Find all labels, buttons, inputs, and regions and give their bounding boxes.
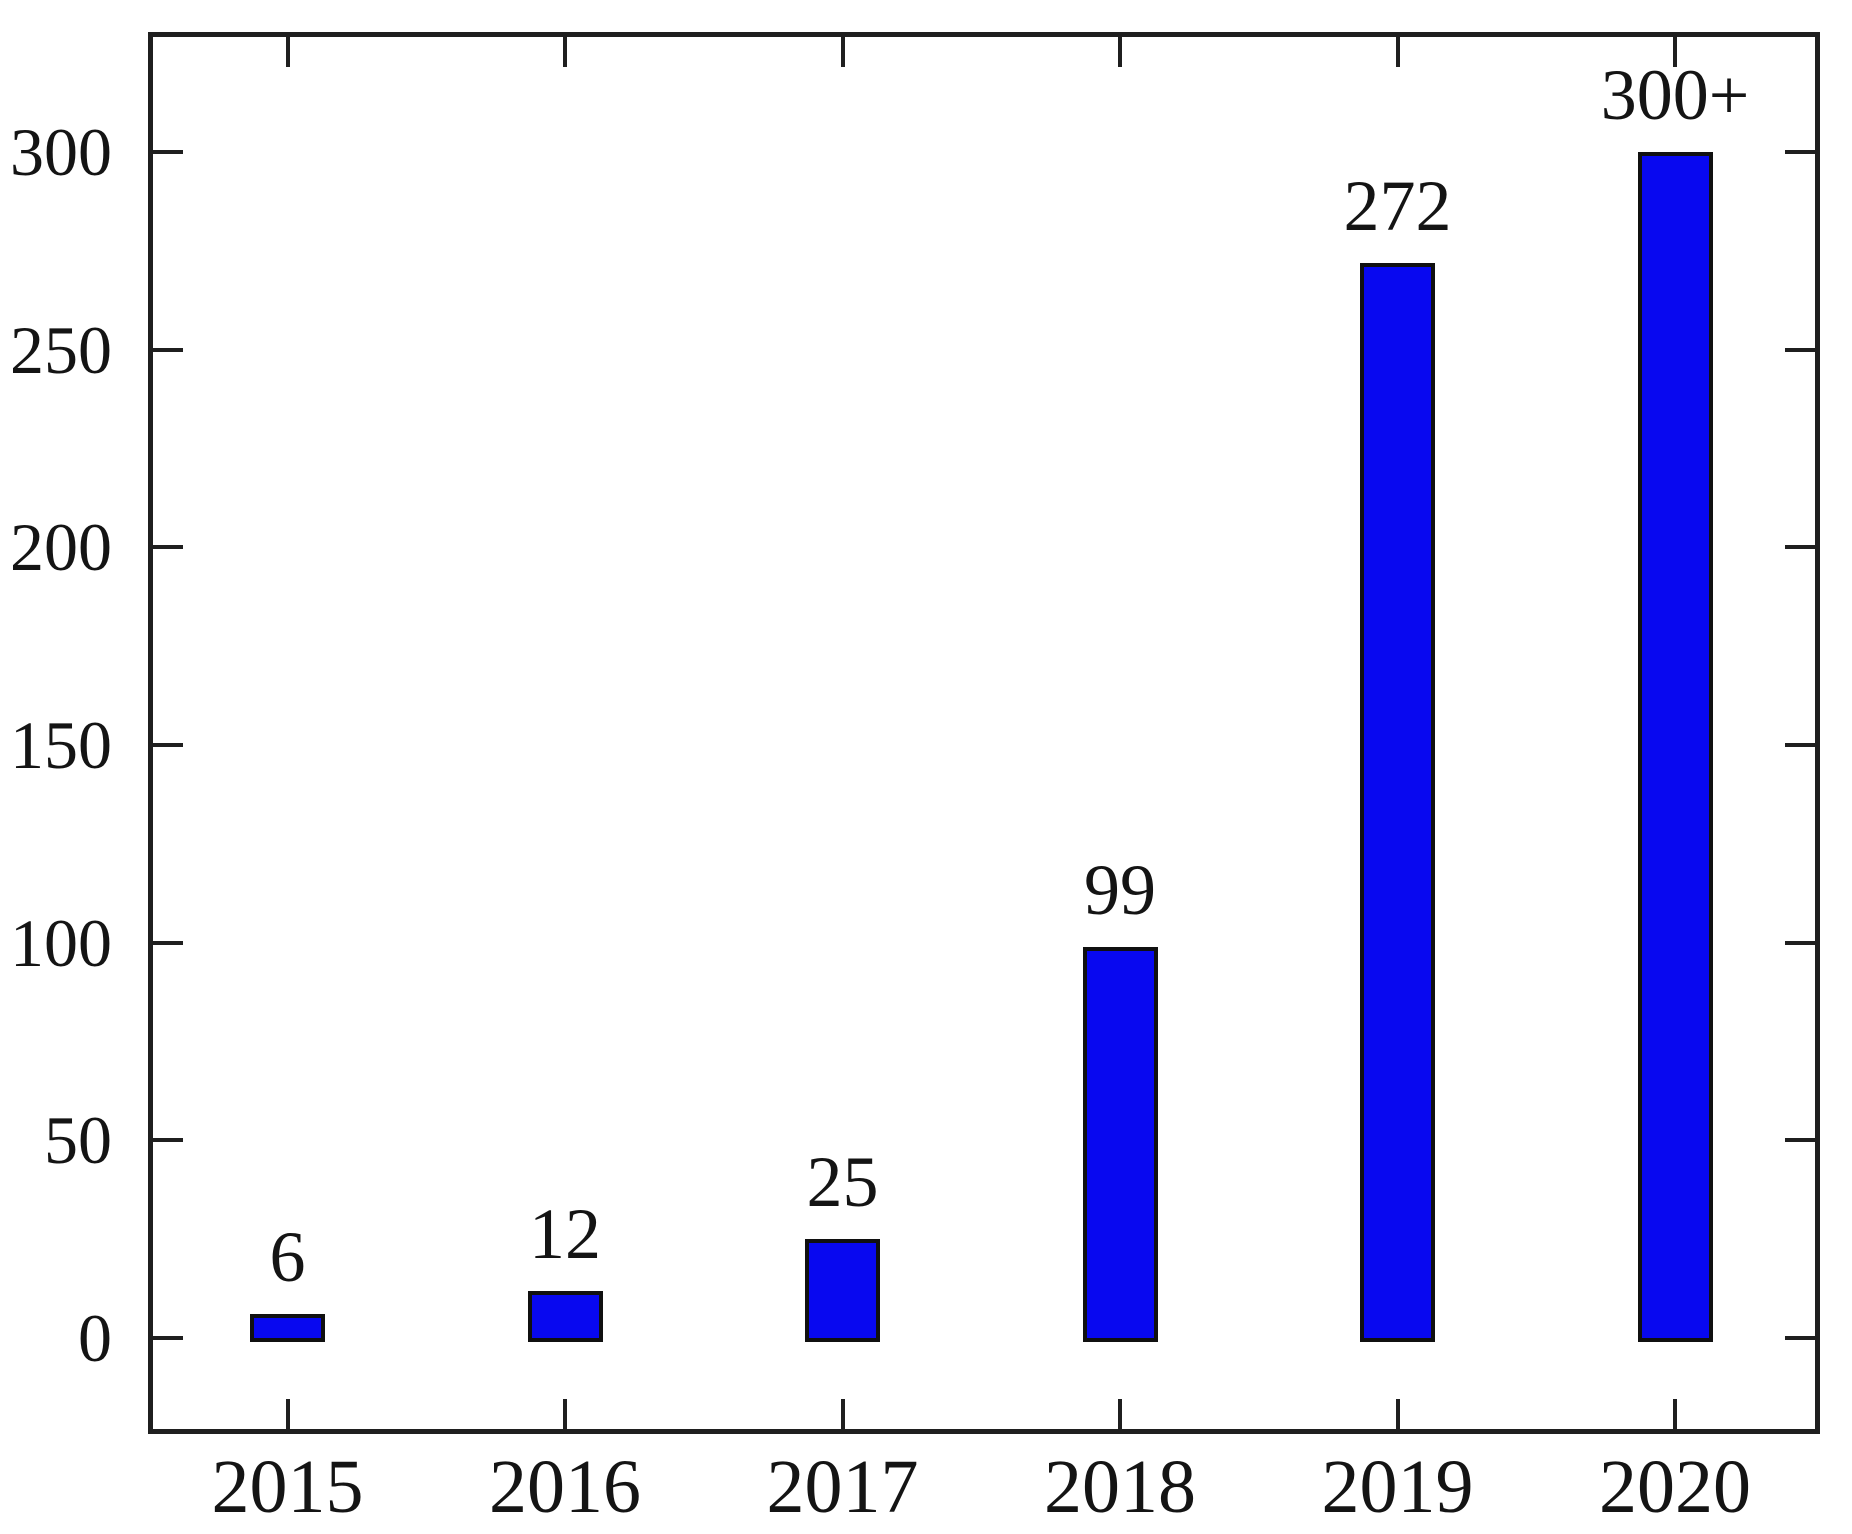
y-tick-left bbox=[153, 743, 183, 747]
y-tick-left bbox=[153, 940, 183, 945]
y-tick-left bbox=[153, 1336, 183, 1340]
x-tick-label: 2015 bbox=[211, 1445, 364, 1529]
x-tick-bottom bbox=[1673, 1399, 1677, 1429]
x-tick-label: 2020 bbox=[1599, 1445, 1751, 1529]
y-tick-left bbox=[153, 545, 183, 550]
y-tick-label: 150 bbox=[10, 707, 112, 783]
y-tick-left bbox=[153, 150, 183, 154]
y-tick-right bbox=[1785, 743, 1815, 747]
x-tick-bottom bbox=[285, 1399, 290, 1429]
bar-value-label: 300+ bbox=[1600, 55, 1750, 135]
y-tick-label: 250 bbox=[10, 311, 112, 388]
x-tick-top bbox=[1118, 37, 1122, 67]
bar bbox=[1360, 262, 1435, 1342]
bar bbox=[805, 1239, 880, 1342]
y-tick-right bbox=[1785, 545, 1815, 550]
x-tick-bottom bbox=[563, 1399, 567, 1429]
bar-value-label: 272 bbox=[1343, 165, 1452, 246]
bar bbox=[250, 1314, 325, 1342]
bar-value-label: 25 bbox=[806, 1142, 879, 1223]
x-tick-bottom bbox=[840, 1399, 845, 1429]
x-tick-top bbox=[1673, 37, 1677, 67]
bar-value-label: 99 bbox=[1084, 849, 1156, 930]
y-tick-label: 300 bbox=[10, 114, 112, 190]
x-tick-bottom bbox=[1118, 1399, 1122, 1429]
x-tick-bottom bbox=[1395, 1399, 1400, 1429]
y-tick-label: 50 bbox=[44, 1102, 112, 1179]
y-tick-right bbox=[1785, 1336, 1815, 1340]
y-tick-label: 100 bbox=[10, 904, 112, 981]
bar-value-label: 6 bbox=[269, 1217, 306, 1298]
y-tick-left bbox=[153, 347, 183, 352]
x-tick-label: 2016 bbox=[489, 1445, 641, 1529]
y-tick-right bbox=[1785, 1138, 1815, 1143]
x-tick-top bbox=[285, 37, 290, 67]
y-tick-right bbox=[1785, 150, 1815, 154]
x-tick-label: 2017 bbox=[766, 1445, 919, 1529]
plot-area bbox=[148, 32, 1820, 1434]
bar bbox=[1082, 946, 1158, 1342]
y-tick-label: 200 bbox=[10, 509, 112, 586]
bar bbox=[527, 1290, 603, 1342]
y-tick-label: 0 bbox=[78, 1300, 112, 1376]
y-tick-right bbox=[1785, 940, 1815, 945]
x-tick-top bbox=[563, 37, 567, 67]
y-tick-left bbox=[153, 1138, 183, 1143]
bar-value-label: 12 bbox=[529, 1193, 601, 1274]
bar bbox=[1637, 152, 1713, 1342]
y-tick-right bbox=[1785, 347, 1815, 352]
x-tick-top bbox=[840, 37, 845, 67]
x-tick-top bbox=[1395, 37, 1400, 67]
x-tick-label: 2018 bbox=[1044, 1445, 1196, 1529]
x-tick-label: 2019 bbox=[1321, 1445, 1474, 1529]
